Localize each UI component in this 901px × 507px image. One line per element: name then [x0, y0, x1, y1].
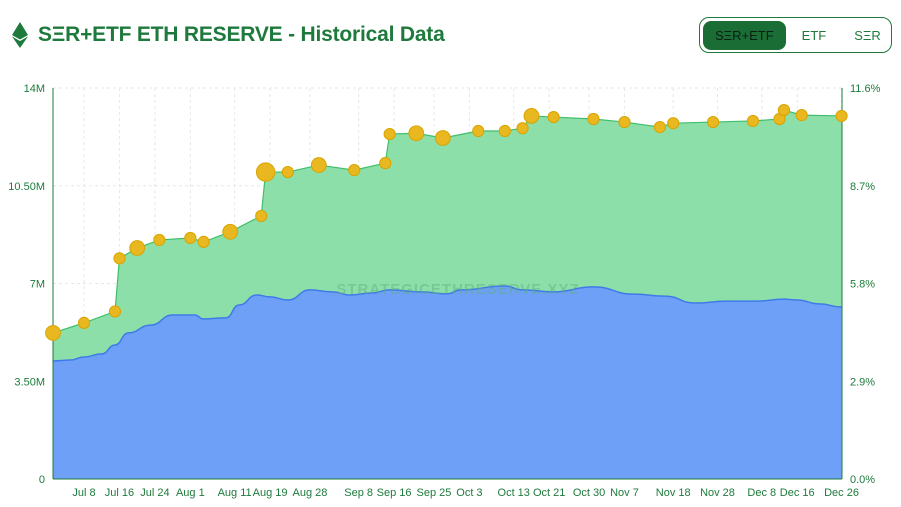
purchase-marker [310, 157, 327, 173]
y-tick-label: 0 [39, 474, 45, 486]
purchase-marker [706, 115, 720, 129]
purchase-marker [523, 108, 540, 124]
purchase-marker [153, 233, 166, 247]
header: SΞR+ETF ETH RESERVE - Historical Data [12, 22, 445, 48]
purchase-marker [653, 121, 667, 134]
y2-tick-label: 2.9% [850, 376, 875, 388]
y-tick-label: 10.50M [8, 181, 45, 193]
x-tick-label: Aug 1 [176, 487, 205, 499]
x-tick-label: Sep 25 [417, 487, 452, 499]
x-tick-label: Jul 16 [105, 487, 134, 499]
x-tick-label: Aug 28 [293, 487, 328, 499]
y-tick-label: 14M [24, 83, 45, 95]
purchase-marker [383, 127, 396, 141]
purchase-marker [255, 209, 268, 223]
purchase-marker [281, 165, 294, 179]
purchase-marker [472, 124, 485, 138]
etf-area [53, 286, 842, 479]
x-tick-label: Jul 24 [140, 487, 169, 499]
purchase-marker [587, 112, 600, 126]
purchase-marker [379, 157, 392, 170]
x-tick-label: Nov 18 [656, 487, 691, 499]
dataset-toggle: SΞR+ETF ETF SΞR [699, 17, 892, 53]
y-tick-label: 7M [30, 279, 45, 291]
purchase-marker [795, 108, 808, 122]
x-tick-label: Nov 7 [610, 487, 639, 499]
x-tick-label: Nov 28 [700, 487, 735, 499]
toggle-ser-etf[interactable]: SΞR+ETF [703, 20, 786, 50]
purchase-marker [197, 235, 210, 248]
x-tick-label: Oct 21 [533, 487, 565, 499]
x-tick-label: Aug 19 [253, 487, 288, 499]
ethereum-icon [12, 22, 28, 48]
x-tick-label: Sep 8 [344, 487, 373, 499]
purchase-marker [835, 109, 848, 123]
purchase-marker [777, 103, 791, 117]
y-tick-label: 3.50M [14, 376, 45, 388]
purchase-marker [348, 164, 361, 177]
etf-line [52, 285, 842, 362]
page-title: SΞR+ETF ETH RESERVE - Historical Data [38, 23, 445, 46]
purchase-marker [408, 125, 425, 142]
purchase-marker [184, 231, 197, 245]
x-tick-label: Oct 3 [456, 487, 482, 499]
toggle-etf[interactable]: ETF [801, 27, 827, 43]
purchase-marker [667, 117, 680, 130]
purchase-marker [618, 115, 631, 129]
toggle-ser[interactable]: SΞR [854, 27, 881, 43]
x-tick-label: Jul 8 [72, 487, 95, 499]
purchase-marker [434, 130, 451, 146]
purchase-marker [108, 305, 122, 318]
purchase-marker [113, 252, 126, 265]
purchase-marker [77, 316, 91, 329]
purchase-marker [222, 223, 239, 240]
y2-tick-label: 0.0% [850, 474, 875, 486]
purchase-marker [547, 110, 560, 124]
x-tick-label: Dec 16 [780, 487, 815, 499]
purchase-marker [498, 124, 511, 138]
x-tick-label: Aug 11 [218, 487, 252, 499]
x-tick-label: Dec 8 [747, 487, 776, 499]
x-tick-label: Sep 16 [377, 487, 412, 499]
purchase-marker [255, 162, 276, 182]
y2-tick-label: 11.6% [850, 83, 881, 95]
x-tick-label: Dec 26 [824, 487, 859, 499]
x-tick-label: Oct 13 [498, 487, 530, 499]
y2-tick-label: 5.8% [850, 279, 875, 291]
purchase-marker [129, 240, 146, 256]
purchase-marker [746, 114, 760, 128]
watermark: STRATEGICETHRESERVE.XYZ [336, 281, 579, 298]
x-tick-label: Oct 30 [573, 487, 605, 499]
purchase-marker [45, 325, 61, 341]
purchase-marker [516, 122, 529, 135]
y2-tick-label: 8.7% [850, 181, 875, 193]
